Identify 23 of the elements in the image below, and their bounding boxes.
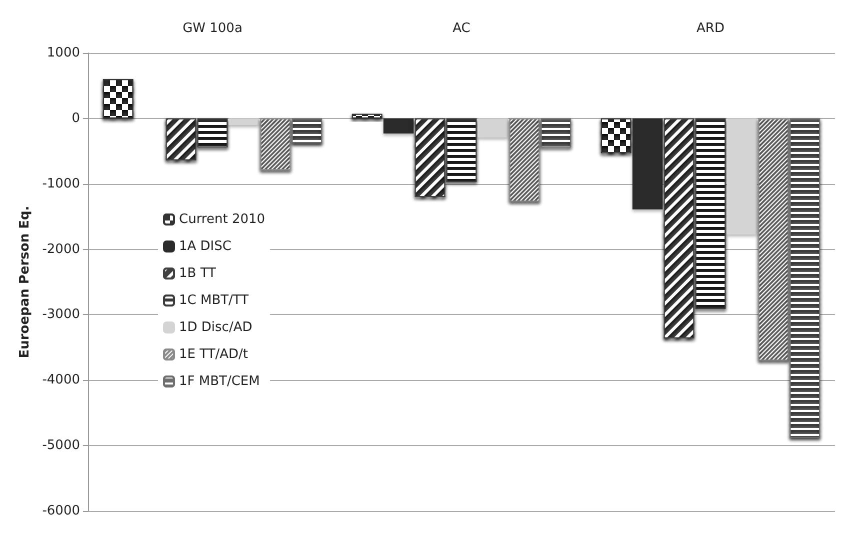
y-tick-label: -2000 (42, 242, 80, 257)
y-tick-label: -3000 (42, 307, 80, 322)
x-tick-label: ARD (696, 21, 724, 36)
legend-label: 1F MBT/CEM (179, 374, 260, 389)
y-tick-label: 1000 (46, 46, 80, 60)
legend-label: 1A DISC (179, 239, 232, 254)
y-tick-label: -1000 (42, 176, 80, 192)
legend-label: 1B TT (179, 266, 216, 281)
bar (726, 118, 758, 234)
x-tick-label: GW 100a (182, 21, 242, 36)
bar (383, 118, 414, 134)
x-tick-label: AC (452, 21, 470, 36)
y-axis-title: Euroepan Person Eq. (17, 206, 32, 358)
legend-label: 1E TT/AD/t (179, 347, 248, 362)
bar (478, 118, 508, 138)
legend-label: Current 2010 (179, 212, 266, 227)
bar (228, 118, 260, 125)
legend-label: 1D Disc/AD (179, 320, 252, 335)
legend-label: 1C MBT/TT (179, 293, 249, 308)
y-tick-label: -5000 (42, 438, 80, 454)
y-tick-label: 0 (72, 110, 80, 126)
y-tick-label: -4000 (42, 372, 80, 388)
y-tick-label: -6000 (42, 504, 80, 518)
